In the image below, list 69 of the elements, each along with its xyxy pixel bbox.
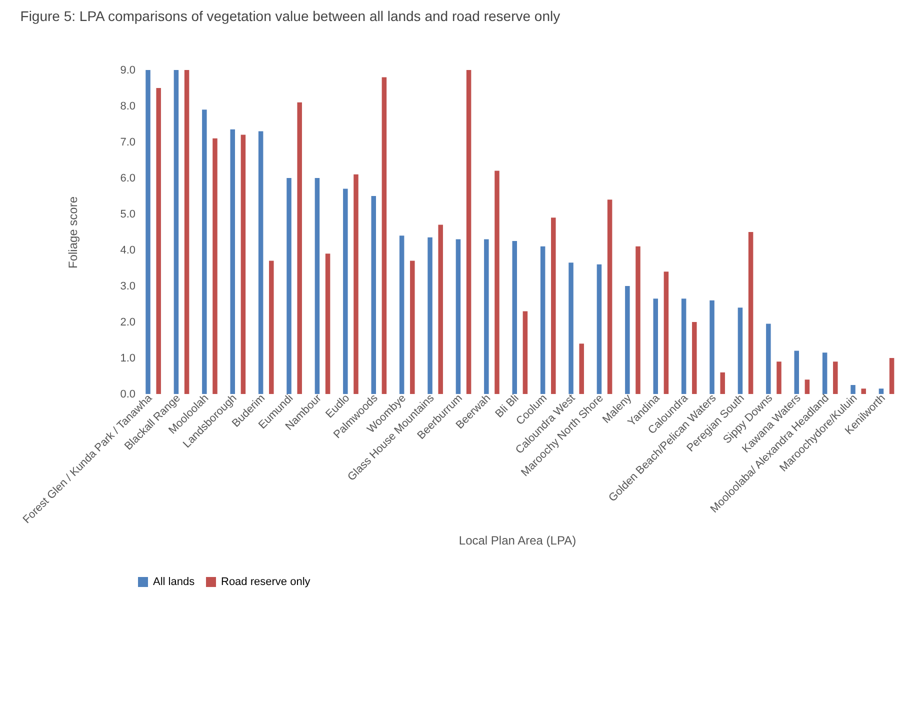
bar [184, 70, 190, 394]
bar [794, 350, 800, 394]
bar [579, 344, 584, 394]
bar [484, 239, 489, 394]
bar [664, 272, 669, 394]
chart-title: Figure 5: LPA comparisons of vegetation value between all lands and road reserve only [20, 8, 560, 24]
legend-label: Road reserve only [221, 576, 311, 588]
bar [399, 236, 404, 394]
y-tick-label: 7.0 [120, 136, 136, 148]
bar [297, 102, 302, 394]
bar [776, 362, 782, 394]
bar [343, 188, 348, 394]
legend-label: All lands [153, 576, 196, 588]
bar [371, 196, 376, 394]
bar [607, 200, 612, 394]
bar [146, 70, 150, 394]
bar [625, 286, 630, 394]
bar [551, 218, 556, 394]
bar [494, 170, 500, 394]
y-tick-label: 2.0 [120, 316, 136, 328]
bar [240, 134, 246, 394]
bar [681, 298, 686, 394]
bar [738, 308, 743, 394]
bar [568, 262, 574, 394]
y-tick-label: 9.0 [120, 64, 136, 76]
y-axis-title: Foliage score [66, 196, 80, 269]
bar [354, 174, 358, 394]
bar [878, 388, 884, 394]
bar [156, 88, 161, 394]
bar [269, 260, 274, 394]
bar [804, 380, 810, 394]
bar [286, 178, 292, 394]
bar [428, 237, 432, 394]
bar [174, 70, 179, 394]
bar [522, 311, 528, 394]
bar [720, 372, 725, 394]
bar [861, 388, 866, 394]
bar [258, 131, 264, 394]
bar [850, 385, 856, 394]
bar [766, 324, 771, 394]
y-tick-label: 3.0 [120, 280, 136, 292]
bar [466, 70, 472, 394]
bar [540, 246, 546, 394]
bar [833, 362, 838, 394]
y-tick-label: 5.0 [120, 208, 136, 220]
bar [653, 298, 658, 394]
bar [456, 239, 461, 394]
bar [410, 260, 415, 394]
bar [822, 352, 828, 394]
bar [202, 110, 207, 394]
bar [438, 224, 443, 394]
bar [636, 246, 640, 394]
bar [512, 241, 517, 394]
y-tick-label: 0.0 [120, 388, 136, 400]
bar [596, 264, 602, 394]
bar [748, 232, 754, 394]
bar [325, 254, 330, 394]
bar [230, 129, 235, 394]
bar [692, 322, 697, 394]
bar [382, 77, 387, 394]
y-tick-label: 8.0 [120, 100, 136, 112]
bar [212, 138, 218, 394]
x-axis-title: Local Plan Area (LPA) [458, 533, 576, 548]
y-tick-label: 4.0 [120, 244, 136, 256]
bar [314, 178, 320, 394]
y-tick-label: 1.0 [120, 352, 136, 364]
bar [889, 358, 894, 394]
y-tick-label: 6.0 [120, 172, 136, 184]
bar [710, 300, 714, 394]
